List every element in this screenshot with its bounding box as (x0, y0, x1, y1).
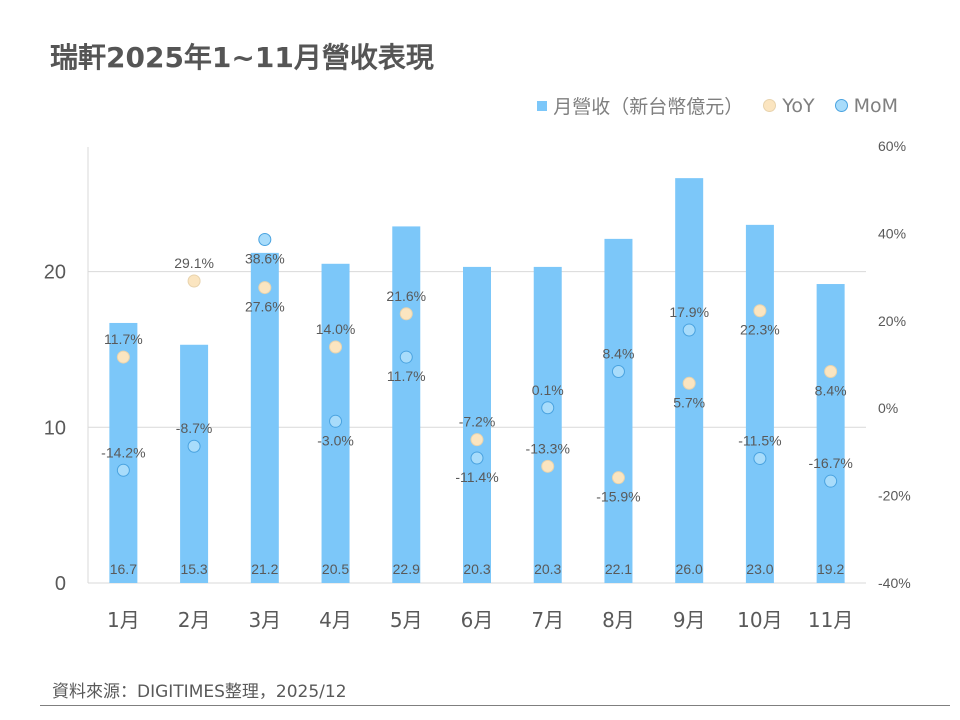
mom-point (470, 451, 484, 465)
mom-label: -3.0% (317, 432, 354, 448)
left-tick-label: 0 (55, 573, 66, 595)
mom-point (682, 323, 696, 337)
yoy-label: 27.6% (245, 299, 285, 315)
yoy-label: 5.7% (673, 394, 705, 410)
right-tick-label: -20% (878, 488, 911, 504)
bar-value-label: 20.5 (322, 561, 349, 577)
yoy-label: 21.6% (386, 288, 426, 304)
bar-value-label: 20.3 (463, 561, 490, 577)
x-tick-label: 2月 (178, 608, 211, 632)
x-tick-label: 8月 (602, 608, 635, 632)
x-tick-label: 6月 (461, 608, 494, 632)
mom-label: 11.7% (387, 368, 426, 384)
mom-label: 8.4% (602, 345, 634, 361)
mom-label: -11.5% (738, 432, 781, 448)
bar-value-label: 22.9 (393, 561, 420, 577)
bar-value-label: 15.3 (180, 561, 207, 577)
bar (109, 322, 138, 583)
bar (745, 224, 774, 583)
yoy-point (682, 376, 696, 390)
legend-yoy-label: YoY (782, 94, 815, 117)
bar-value-label: 20.3 (534, 561, 561, 577)
mom-point (611, 364, 625, 378)
yoy-point (824, 364, 838, 378)
right-tick-label: 0% (878, 400, 898, 416)
mom-point (753, 451, 767, 465)
yoy-label: 29.1% (174, 255, 214, 271)
mom-point (824, 474, 838, 488)
legend-mom-label: MoM (853, 94, 898, 117)
mom-point (399, 350, 413, 364)
yoy-point (611, 471, 625, 485)
x-tick-label: 4月 (319, 608, 352, 632)
x-tick-label: 9月 (673, 608, 706, 632)
yoy-label: -13.3% (526, 440, 570, 456)
legend-bar-swatch (537, 100, 548, 111)
bar-value-label: 22.1 (605, 561, 632, 577)
mom-label: 0.1% (532, 382, 564, 398)
mom-label: 38.6% (245, 251, 285, 267)
mom-label: -14.2% (101, 444, 145, 460)
mom-point (187, 439, 201, 453)
source-note: 資料來源：DIGITIMES整理，2025/12 (52, 682, 347, 702)
x-tick-label: 10月 (737, 608, 782, 632)
legend-mom-swatch (834, 99, 848, 112)
bar (816, 284, 845, 583)
x-tick-label: 11月 (808, 608, 853, 632)
mom-point (541, 401, 555, 415)
yoy-point (116, 350, 130, 364)
yoy-point (753, 304, 767, 318)
left-tick-label: 20 (44, 262, 66, 284)
mom-label: -11.4% (455, 469, 498, 485)
x-tick-label: 7月 (531, 608, 564, 632)
x-tick-label: 1月 (107, 608, 140, 632)
legend-bar-label: 月營收（新台幣億元） (553, 96, 744, 118)
footer-divider (40, 705, 950, 706)
yoy-label: -7.2% (459, 414, 496, 430)
bar (463, 266, 491, 583)
chart-title: 瑞軒2025年1~11月營收表現 (50, 41, 434, 74)
legend: 月營收（新台幣億元） YoY MoM (537, 92, 898, 119)
bar-value-label: 19.2 (817, 561, 844, 577)
yoy-point (258, 281, 272, 295)
bar (250, 252, 279, 583)
yoy-label: -15.9% (596, 489, 640, 505)
yoy-label: 11.7% (104, 331, 143, 347)
yoy-point (399, 307, 413, 321)
bar-value-label: 21.2 (251, 561, 278, 577)
yoy-label: 22.3% (740, 322, 780, 338)
mom-point (116, 463, 130, 477)
yoy-point (187, 274, 201, 288)
right-tick-label: 40% (878, 225, 906, 241)
bar-value-label: 16.7 (110, 561, 137, 577)
legend-yoy-swatch (763, 99, 777, 112)
right-tick-label: -40% (878, 575, 911, 591)
mom-label: 17.9% (669, 304, 709, 320)
bar (392, 226, 421, 583)
bar-value-label: 23.0 (746, 561, 773, 577)
mom-label: -8.7% (176, 420, 213, 436)
bar (180, 344, 209, 583)
bar (533, 266, 562, 583)
yoy-label: 14.0% (316, 321, 356, 337)
yoy-point (541, 459, 555, 473)
mom-point (329, 414, 343, 428)
x-tick-label: 5月 (390, 608, 423, 632)
right-tick-label: 20% (878, 313, 906, 329)
yoy-label: 8.4% (815, 382, 847, 398)
x-tick-label: 3月 (248, 608, 281, 632)
right-tick-label: 60% (878, 138, 906, 154)
left-tick-label: 10 (44, 417, 66, 439)
yoy-point (329, 340, 343, 354)
bar-value-label: 26.0 (676, 561, 703, 577)
bar (604, 238, 633, 583)
mom-point (258, 233, 272, 247)
yoy-point (470, 433, 484, 447)
mom-label: -16.7% (808, 455, 852, 471)
